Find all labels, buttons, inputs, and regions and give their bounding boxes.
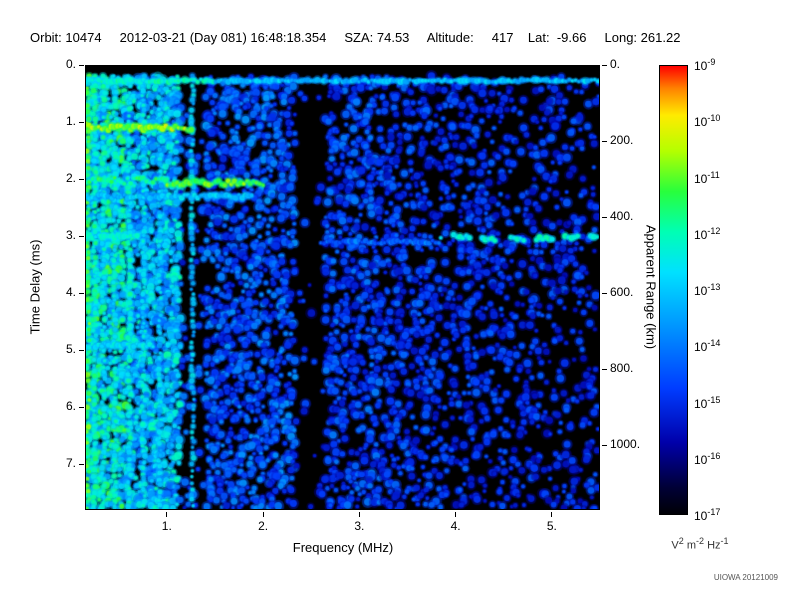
y2-tick-mark xyxy=(602,64,607,66)
x-tick-mark xyxy=(358,512,360,517)
y2-tick-label: 600. xyxy=(610,285,634,300)
x-tick-mark xyxy=(166,512,168,517)
header-info: Orbit: 10474 2012-03-21 (Day 081) 16:48:… xyxy=(30,30,681,45)
x-tick-mark xyxy=(455,512,457,517)
colorbar-tick-label: 10-12 xyxy=(694,225,721,242)
colorbar-tick-label: 10-11 xyxy=(694,169,720,186)
y2-tick-mark xyxy=(602,292,607,294)
x-tick-label: 5. xyxy=(546,519,557,533)
colorbar-units-label: V2 m-2 Hz-1 xyxy=(671,536,729,552)
y-tick-label: 3. xyxy=(65,228,76,243)
y2-tick-label: 0. xyxy=(610,57,621,71)
y-tick-mark xyxy=(79,463,84,465)
y-tick-label: 0. xyxy=(65,57,76,71)
spectrogram-canvas xyxy=(86,66,599,509)
colorbar-tick-label: 10-10 xyxy=(694,113,721,130)
y-tick-mark xyxy=(79,178,84,180)
y-axis-title-right: Apparent Range (km) xyxy=(643,224,659,350)
y-tick-label: 4. xyxy=(65,285,76,300)
colorbar-tick-label: 10-13 xyxy=(694,282,721,298)
colorbar-tick-label: 10-14 xyxy=(694,338,721,355)
colorbar-tick-label: 10-9 xyxy=(694,57,716,73)
y2-tick-mark xyxy=(602,140,607,142)
y-tick-mark xyxy=(79,235,84,237)
y2-tick-label: 1000. xyxy=(610,437,641,452)
y2-tick-label: 200. xyxy=(610,133,634,148)
colorbar-tick-label: 10-17 xyxy=(694,507,721,523)
y2-tick-mark xyxy=(602,368,607,370)
x-tick-label: 2. xyxy=(258,519,269,533)
y-tick-label: 7. xyxy=(65,456,76,471)
y-tick-label: 5. xyxy=(65,342,76,357)
x-tick-label: 1. xyxy=(161,519,172,533)
y-tick-mark xyxy=(79,406,84,408)
colorbar-tick-label: 10-16 xyxy=(694,450,721,467)
y2-tick-label: 400. xyxy=(610,209,634,224)
y-tick-label: 1. xyxy=(65,114,76,129)
x-tick-mark xyxy=(551,512,553,517)
colorbar-labels: 10-9 10-10 10-11 10-12 10-13 10-14 10-15 10-16 1… xyxy=(694,57,738,523)
y-tick-mark xyxy=(79,121,84,123)
y-tick-mark xyxy=(79,349,84,351)
x-axis-title: Frequency (MHz) xyxy=(292,540,394,555)
y2-tick-label: 800. xyxy=(610,361,634,376)
y2-tick-mark xyxy=(602,216,607,218)
credit-text: UIOWA 20121009 xyxy=(713,573,778,582)
x-tick-label: 4. xyxy=(450,519,461,533)
y-tick-mark xyxy=(79,292,84,294)
x-tick-mark xyxy=(262,512,264,517)
plot-area xyxy=(85,65,600,510)
colorbar-tick-label: 10-15 xyxy=(694,394,721,411)
colorbar xyxy=(659,65,688,515)
y-tick-label: 6. xyxy=(65,399,76,414)
y-tick-mark xyxy=(79,64,84,66)
y2-tick-mark xyxy=(602,444,607,446)
y-tick-label: 2. xyxy=(65,171,76,186)
x-tick-label: 3. xyxy=(354,519,365,533)
